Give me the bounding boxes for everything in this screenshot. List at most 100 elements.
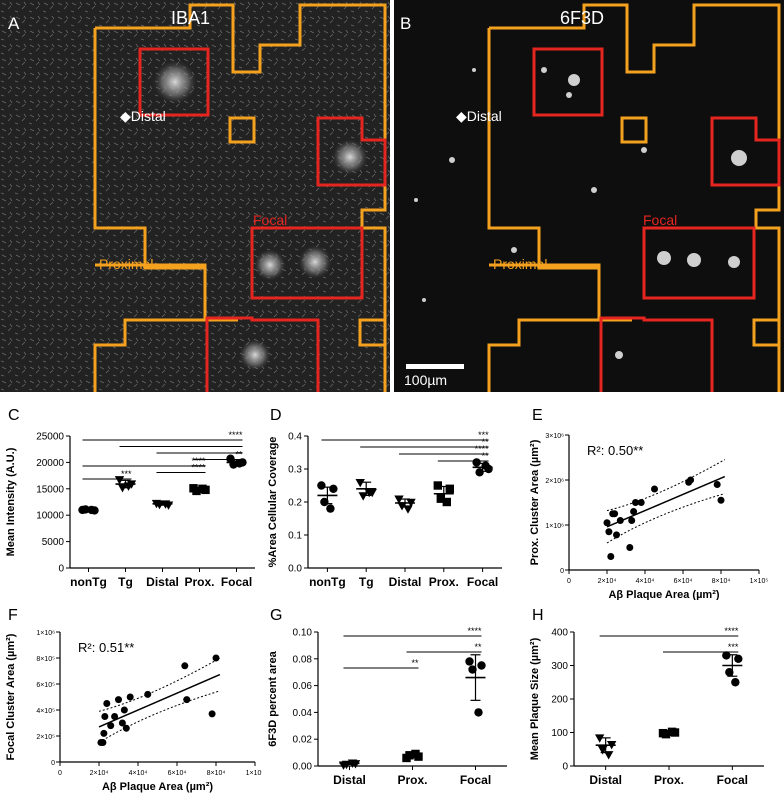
chart-h: H 0 100 200 300 400 Distal Prox. Focal Mean Plaqu… [529, 607, 764, 787]
x-tick-label: 2×10⁴ [90, 770, 109, 777]
x-tick-label: Distal [146, 575, 179, 589]
significance-label: **** [475, 444, 490, 454]
panel-b-overlay [406, 3, 781, 392]
data-point [99, 739, 107, 746]
data-point [611, 510, 619, 518]
significance-label: **** [191, 463, 206, 473]
fit-line [98, 673, 221, 728]
y-tick-label: 0 [51, 760, 55, 767]
microglia-cluster [254, 249, 286, 281]
data-point [603, 519, 611, 527]
x-tick-label: Prox. [184, 575, 214, 589]
y-tick-label: 8×10⁵ [36, 656, 55, 663]
data-point [358, 492, 368, 501]
data-point [474, 708, 483, 717]
panel-letter: G [270, 607, 282, 624]
r-squared-annotation: R²: 0.51** [78, 640, 134, 655]
proximal-label-b: Proximal [493, 256, 548, 272]
data-point [122, 724, 130, 732]
y-tick-label: 300 [551, 661, 568, 672]
y-axis-label: Focal Cluster Area (µm²) [5, 633, 17, 760]
x-tick-label: Distal [589, 773, 622, 787]
panel-b-title: 6F3D [560, 8, 605, 28]
y-tick-label: 1×10⁶ [36, 630, 55, 637]
significance-label: **** [191, 456, 206, 466]
data-point [433, 481, 442, 490]
chart-e: E 0 2×10⁴ 4×10⁴ 6×10⁴ 8×10⁴ 1×10⁵ 0 1×10⁶ 2×10⁶ 3×… [529, 407, 769, 600]
data-point [183, 696, 191, 704]
y-tick-label: 0.08 [293, 654, 313, 665]
chart-d: D 0.0 0.1 0.2 0.3 0.4 nonTg Tg Distal Prox. Focal%… [267, 407, 502, 589]
scale-bar [406, 364, 464, 369]
distal-label-b: ◆Distal [456, 108, 502, 124]
y-tick-label: 0.06 [293, 681, 313, 692]
data-point [355, 479, 365, 488]
confidence-upper [98, 657, 221, 712]
significance-label: ** [411, 658, 419, 668]
data-point [397, 502, 407, 511]
significance-label: *** [728, 642, 739, 652]
data-point [613, 531, 620, 539]
x-tick-label: 0 [58, 770, 62, 777]
microglia-cluster [332, 139, 368, 175]
data-point [120, 706, 128, 714]
data-point [101, 713, 109, 720]
data-point [630, 508, 638, 515]
significance-label: ** [474, 642, 482, 652]
panel-a-overlay [0, 0, 390, 392]
y-tick-label: 2×10⁶ [545, 478, 564, 485]
x-tick-label: Prox. [429, 575, 459, 589]
confidence-upper [606, 459, 726, 512]
x-tick-label: 1×10⁵ [750, 578, 769, 585]
y-tick-label: 0.3 [288, 465, 302, 476]
data-point [317, 481, 326, 490]
significance-label: ** [482, 451, 490, 461]
data-point [734, 654, 743, 663]
x-tick-label: 4×10⁴ [636, 578, 655, 585]
significance-label: *** [121, 469, 132, 479]
x-axis-label: Aβ Plaque Area (µm²) [608, 589, 719, 600]
data-point [607, 553, 615, 560]
x-tick-label: Prox. [397, 773, 427, 787]
y-tick-label: 2×10⁵ [36, 734, 55, 741]
data-point [111, 713, 119, 720]
panel-letter: D [270, 407, 282, 424]
y-tick-label: 25000 [36, 432, 64, 443]
y-tick-label: 0.02 [293, 735, 313, 746]
significance-label: **** [724, 626, 739, 636]
data-point [394, 495, 404, 504]
y-tick-label: 4×10⁵ [36, 708, 55, 715]
y-tick-label: 0 [562, 762, 568, 773]
data-point [632, 499, 639, 506]
x-tick-label: 6×10⁴ [674, 578, 693, 585]
panel-b-letter: B [400, 14, 412, 33]
x-tick-label: nonTg [70, 575, 107, 589]
data-point [687, 476, 695, 484]
data-point [616, 517, 624, 524]
x-tick-label: Prox. [654, 773, 684, 787]
microscopy-panel-a: A IBA1 ◆Distal Proximal Focal [0, 0, 390, 392]
data-point [114, 476, 125, 485]
y-axis-label: Mean Intensity (A.U.) [5, 447, 17, 556]
data-point [181, 662, 189, 670]
data-point [326, 504, 335, 513]
y-tick-label: 0.4 [288, 432, 302, 443]
x-tick-label: Focal [221, 575, 252, 589]
panel-a-title: IBA1 [171, 8, 211, 28]
significance-label: ** [235, 450, 243, 460]
y-tick-label: 0.1 [288, 531, 302, 542]
data-point [717, 496, 725, 504]
data-point [126, 693, 134, 701]
x-axis-label: Aβ Plaque Area (µm²) [102, 781, 213, 793]
distal-label-b-text: Distal [466, 108, 502, 124]
chart-c: C 0 5000 10000 15000 20000 25000 nonTg Tg Distal P… [5, 407, 255, 589]
y-axis-label: %Area Cellular Coverage [267, 437, 279, 568]
data-point [626, 544, 634, 551]
significance-label: ** [482, 437, 490, 447]
y-tick-label: 3×10⁶ [545, 433, 564, 440]
y-axis-label: Mean Plaque Size (µm²) [529, 637, 541, 760]
data-point [107, 722, 115, 730]
data-point [594, 734, 605, 743]
data-point [731, 678, 740, 687]
data-point [475, 468, 484, 477]
